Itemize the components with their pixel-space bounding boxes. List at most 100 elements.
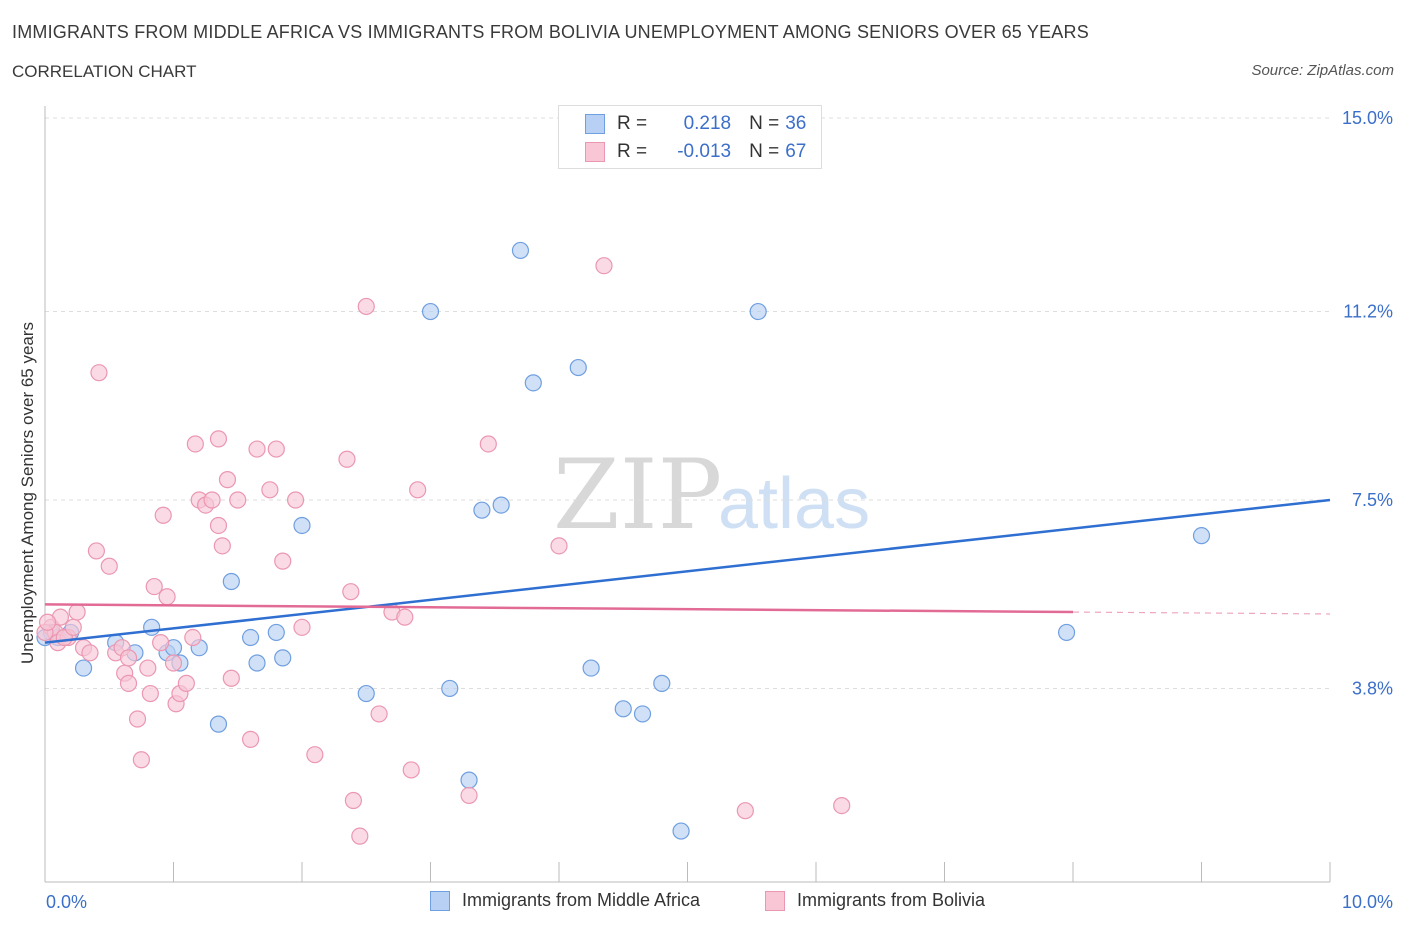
source-credit: Source: ZipAtlas.com: [1251, 62, 1394, 79]
legend-r-value: 0.218: [683, 113, 732, 134]
bottom-legend-bolivia: Immigrants from Bolivia: [765, 890, 985, 911]
point-middle-africa: [222, 572, 240, 591]
point-bolivia: [229, 491, 247, 509]
point-bolivia: [306, 746, 324, 764]
point-bolivia: [222, 669, 240, 687]
bottom-legend-label: Immigrants from Bolivia: [797, 890, 986, 910]
point-middle-africa: [492, 496, 510, 514]
point-bolivia: [595, 257, 613, 275]
y-axis-label: Unemployment Among Seniors over 65 years: [18, 321, 37, 665]
legend-row-middle-africa: R = 0.218 N = 36: [585, 112, 806, 136]
point-bolivia: [338, 450, 356, 468]
point-bolivia: [90, 364, 108, 382]
point-bolivia: [158, 588, 176, 606]
point-middle-africa: [511, 241, 530, 260]
point-middle-africa: [267, 623, 285, 642]
point-bolivia: [139, 659, 157, 677]
point-bolivia: [132, 751, 150, 769]
point-middle-africa: [293, 516, 311, 535]
point-bolivia: [218, 471, 237, 489]
point-bolivia: [833, 796, 851, 815]
point-bolivia: [119, 649, 138, 667]
y-tick-label: 15.0%: [1342, 108, 1393, 128]
point-bolivia: [351, 827, 369, 845]
correlation-legend: R = 0.218 N = 36 R = -0.013 N = 67: [558, 105, 822, 169]
point-bolivia: [100, 557, 118, 575]
point-middle-africa: [582, 659, 600, 677]
point-bolivia: [119, 674, 138, 692]
point-middle-africa: [242, 628, 260, 647]
point-bolivia: [81, 644, 99, 662]
point-middle-africa: [633, 705, 652, 723]
legend-r-label: R =: [617, 113, 648, 134]
trend-line-bolivia: [44, 603, 1074, 614]
point-bolivia: [293, 618, 311, 636]
point-bolivia: [152, 634, 170, 652]
point-bolivia: [357, 297, 375, 316]
point-bolivia: [184, 628, 202, 647]
bottom-legend-swatch-blue: [430, 890, 450, 911]
point-middle-africa: [248, 654, 266, 672]
point-bolivia: [213, 537, 231, 555]
point-middle-africa: [614, 700, 632, 718]
y-tick-label: 7.5%: [1352, 490, 1393, 510]
bottom-legend-label: Immigrants from Middle Africa: [462, 890, 701, 910]
point-bolivia: [242, 730, 260, 748]
bottom-legend-swatch-pink: [765, 890, 785, 911]
legend-swatch-pink: [585, 142, 605, 162]
point-bolivia: [154, 506, 172, 524]
trend-line-middle-africa: [44, 498, 1331, 644]
point-middle-africa: [274, 649, 292, 667]
legend-swatch-blue: [585, 114, 605, 134]
point-bolivia: [261, 481, 279, 499]
bottom-legend-middle-africa: Immigrants from Middle Africa: [430, 890, 700, 911]
legend-n-label: N =: [749, 113, 780, 134]
point-middle-africa: [473, 501, 491, 519]
point-middle-africa: [569, 358, 587, 377]
point-bolivia: [209, 516, 228, 535]
point-middle-africa: [74, 659, 93, 677]
point-bolivia: [479, 435, 497, 453]
point-bolivia: [409, 481, 427, 499]
point-bolivia: [286, 491, 305, 509]
point-bolivia: [402, 761, 420, 779]
point-bolivia: [68, 603, 86, 621]
point-middle-africa: [653, 674, 671, 692]
point-middle-africa: [143, 618, 161, 636]
point-middle-africa: [749, 302, 767, 321]
point-middle-africa: [209, 715, 228, 733]
watermark-atlas: atlas: [718, 464, 870, 544]
point-middle-africa: [460, 771, 478, 789]
point-middle-africa: [672, 822, 690, 840]
y-tick-label: 3.8%: [1352, 678, 1393, 698]
point-middle-africa: [1057, 623, 1076, 642]
point-bolivia: [248, 440, 266, 458]
point-bolivia: [38, 613, 57, 631]
point-middle-africa: [441, 679, 459, 698]
point-bolivia: [736, 802, 754, 820]
chart-subtitle: CORRELATION CHART: [12, 62, 197, 81]
point-bolivia: [145, 577, 163, 596]
point-bolivia: [141, 684, 159, 703]
legend-row-bolivia: R = -0.013 N = 67: [585, 140, 806, 164]
point-bolivia: [64, 618, 82, 636]
legend-n-label: N =: [749, 141, 780, 162]
legend-n-value: 36: [785, 113, 807, 134]
point-bolivia: [87, 542, 106, 560]
point-bolivia: [460, 786, 478, 805]
point-bolivia: [344, 791, 362, 810]
point-bolivia: [128, 710, 147, 728]
point-bolivia: [209, 430, 228, 448]
point-bolivia: [370, 705, 388, 723]
point-bolivia: [274, 552, 292, 570]
x-tick-label-max: 10.0%: [1342, 892, 1393, 912]
point-bolivia: [203, 491, 221, 509]
legend-r-value: -0.013: [677, 141, 732, 162]
chart-title: IMMIGRANTS FROM MIDDLE AFRICA VS IMMIGRA…: [12, 22, 1089, 42]
point-middle-africa: [1192, 527, 1211, 545]
point-bolivia: [177, 674, 195, 692]
point-bolivia: [267, 440, 285, 458]
y-tick-label: 11.2%: [1343, 302, 1393, 322]
point-bolivia: [396, 608, 414, 626]
